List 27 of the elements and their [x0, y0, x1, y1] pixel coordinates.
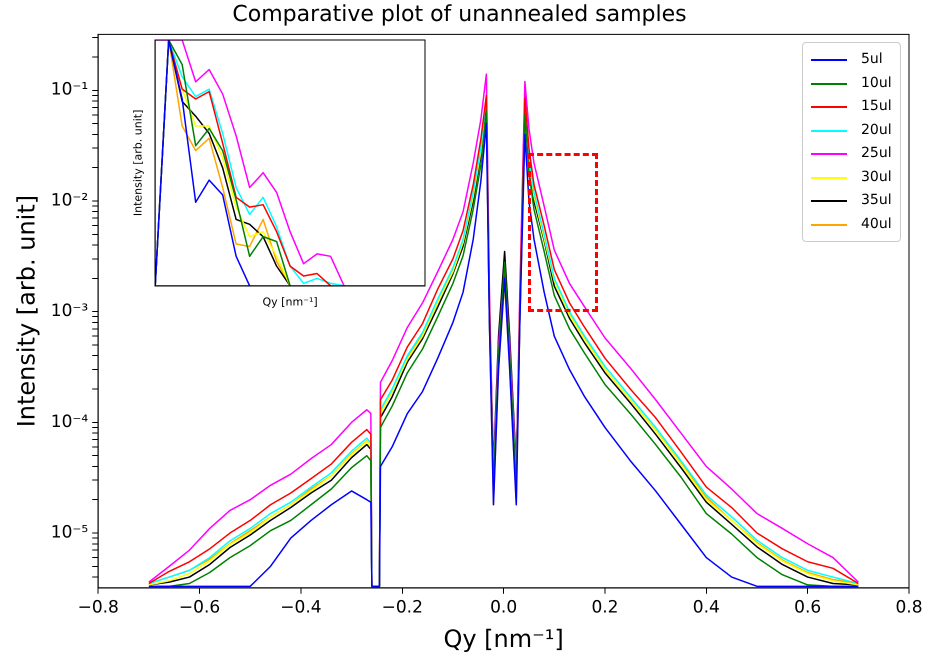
legend-label: 15ul [861, 97, 892, 116]
y-axis-title: Intensity [arb. unit] [12, 194, 41, 428]
x-tick-label: 0.6 [794, 597, 822, 618]
x-tick-label: −0.2 [382, 597, 423, 618]
x-tick-label: 0.4 [692, 597, 720, 618]
x-tick-label: 0.8 [895, 597, 923, 618]
legend-label: 20ul [861, 120, 892, 140]
y-tick-label: 10⁻² [50, 190, 88, 210]
legend-label: 30ul [861, 168, 892, 187]
x-tick-label: −0.6 [178, 597, 220, 618]
x-axis-title: Qy [nm⁻¹] [262, 295, 318, 308]
x-tick-label: −0.8 [78, 597, 119, 618]
legend-label: 5ul [861, 50, 883, 70]
legend-label: 35ul [861, 191, 892, 210]
y-axis-title: Intensity [arb. unit] [131, 110, 144, 216]
legend-label: 10ul [861, 74, 892, 93]
y-tick-label: 10⁻¹ [50, 80, 88, 100]
chart-title: Comparative plot of unannealed samples [232, 2, 687, 27]
x-tick-label: 0.2 [591, 597, 618, 618]
legend-label: 40ul [861, 214, 892, 234]
y-tick-label: 10⁻⁵ [50, 522, 88, 542]
x-axis-title: Qy [nm⁻¹] [443, 624, 564, 653]
x-tick-label: −0.4 [280, 597, 322, 618]
y-tick-label: 10⁻⁴ [50, 412, 88, 432]
y-tick-label: 10⁻³ [50, 301, 88, 322]
legend-label: 25ul [861, 144, 892, 164]
x-tick-label: 0.0 [490, 597, 518, 618]
